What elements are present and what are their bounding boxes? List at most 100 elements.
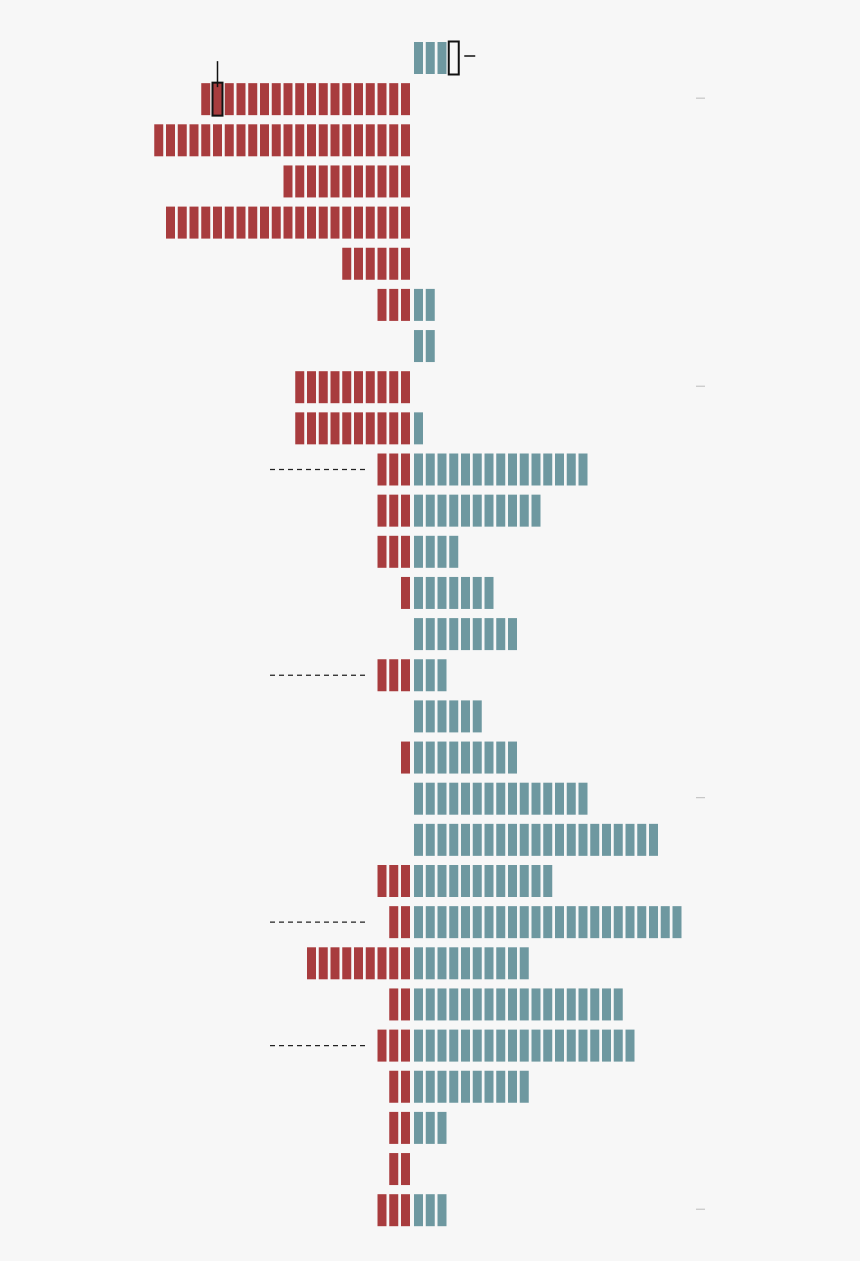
left-bar-unit xyxy=(330,83,340,116)
right-bar-unit xyxy=(578,823,588,856)
left-bar-unit xyxy=(224,124,234,157)
left-bar-unit xyxy=(401,865,410,897)
right-bar-unit xyxy=(602,988,611,1021)
right-bar-unit xyxy=(461,823,470,856)
right-bar-unit xyxy=(508,618,517,651)
right-bar-unit xyxy=(613,1029,623,1062)
highlight-box xyxy=(447,40,460,76)
right-bar-unit xyxy=(472,700,482,733)
right-bar-unit xyxy=(472,618,482,651)
left-bar-unit xyxy=(377,124,387,157)
right-bar-unit xyxy=(437,700,447,733)
right-bar-unit xyxy=(461,453,470,486)
right-bar-unit xyxy=(449,453,459,486)
left-bar-unit xyxy=(389,371,399,404)
right-bar-unit xyxy=(472,1070,482,1103)
right-bar-unit xyxy=(543,453,553,486)
left-bar-unit xyxy=(330,412,340,445)
left-bar-unit xyxy=(389,1029,399,1062)
left-bar-unit xyxy=(377,371,387,404)
right-bar-unit xyxy=(449,618,459,651)
right-bar-unit xyxy=(484,618,494,651)
right-bar-unit xyxy=(519,988,529,1021)
right-bar-unit xyxy=(449,947,459,980)
right-bar-unit xyxy=(590,988,600,1021)
right-bar-unit xyxy=(425,700,435,733)
right-bar-unit xyxy=(519,1070,529,1103)
left-bar-unit xyxy=(330,947,340,980)
right-bar-unit xyxy=(437,1111,447,1144)
right-bar-unit xyxy=(414,1111,423,1144)
left-bar-unit xyxy=(307,206,316,239)
left-bar-unit xyxy=(318,83,328,116)
left-bar-unit xyxy=(295,412,305,445)
left-bar-unit xyxy=(401,1029,410,1062)
left-bar-unit xyxy=(295,83,305,116)
right-bar-unit xyxy=(496,782,506,815)
left-bar-unit xyxy=(401,988,410,1021)
right-bar-unit xyxy=(425,494,435,527)
left-bar-unit xyxy=(389,83,399,116)
right-bar-unit xyxy=(484,906,494,939)
left-bar-unit xyxy=(307,947,316,980)
right-bar-unit xyxy=(519,865,529,897)
left-bar-unit xyxy=(354,371,363,404)
left-bar-unit xyxy=(295,206,305,239)
left-bar-unit xyxy=(354,165,363,198)
right-bar-unit xyxy=(484,988,494,1021)
right-bar-unit xyxy=(496,1070,506,1103)
left-bar-unit xyxy=(377,288,387,321)
right-bar-unit xyxy=(519,494,529,527)
right-bar-unit xyxy=(496,906,506,939)
right-bar-unit xyxy=(519,823,529,856)
right-bar-unit xyxy=(531,906,541,939)
left-bar-unit xyxy=(377,165,387,198)
right-bar-unit xyxy=(437,1194,447,1227)
left-bar-unit xyxy=(354,124,363,157)
right-bar-unit xyxy=(425,823,435,856)
right-bar-unit xyxy=(461,947,470,980)
left-bar-unit xyxy=(365,165,375,198)
right-bar-unit xyxy=(508,947,517,980)
left-bar-unit xyxy=(389,124,399,157)
left-bar-unit xyxy=(342,371,352,404)
right-bar-unit xyxy=(449,535,459,568)
right-bar-unit xyxy=(449,741,459,774)
left-bar-unit xyxy=(401,1153,410,1186)
left-bar-unit xyxy=(260,83,269,116)
left-bar-unit xyxy=(342,206,352,239)
left-bar-unit xyxy=(295,165,305,198)
right-bar-unit xyxy=(437,453,447,486)
left-bar-unit xyxy=(401,1070,410,1103)
right-bar-unit xyxy=(437,1029,447,1062)
right-bar-unit xyxy=(555,1029,564,1062)
highlight-annotations xyxy=(211,40,476,117)
right-bar-unit xyxy=(578,453,588,486)
right-bar-unit xyxy=(484,865,494,897)
right-bar-unit xyxy=(496,823,506,856)
left-bar-unit xyxy=(201,124,211,157)
right-bar-unit xyxy=(543,906,553,939)
left-bar-unit xyxy=(166,206,175,239)
right-bar-unit xyxy=(461,906,470,939)
left-bar-unit xyxy=(271,83,281,116)
right-bar-unit xyxy=(414,741,423,774)
left-bar-unit xyxy=(377,865,387,897)
right-bar-unit xyxy=(472,947,482,980)
right-bar-unit xyxy=(496,741,506,774)
left-bar-unit xyxy=(377,206,387,239)
right-bar-unit xyxy=(414,1194,423,1227)
right-bar-unit xyxy=(484,782,494,815)
right-bar-unit xyxy=(472,823,482,856)
right-bar-unit xyxy=(508,823,517,856)
left-bar-unit xyxy=(389,288,399,321)
right-bar-unit xyxy=(590,906,600,939)
left-bar-unit xyxy=(307,83,316,116)
right-bar-unit xyxy=(625,1029,635,1062)
right-bar-unit xyxy=(425,42,435,74)
left-bar-unit xyxy=(354,247,363,280)
right-bar-unit xyxy=(578,988,588,1021)
right-bar-unit xyxy=(531,494,541,527)
right-bar-unit xyxy=(425,1111,435,1144)
right-bar-unit xyxy=(437,823,447,856)
